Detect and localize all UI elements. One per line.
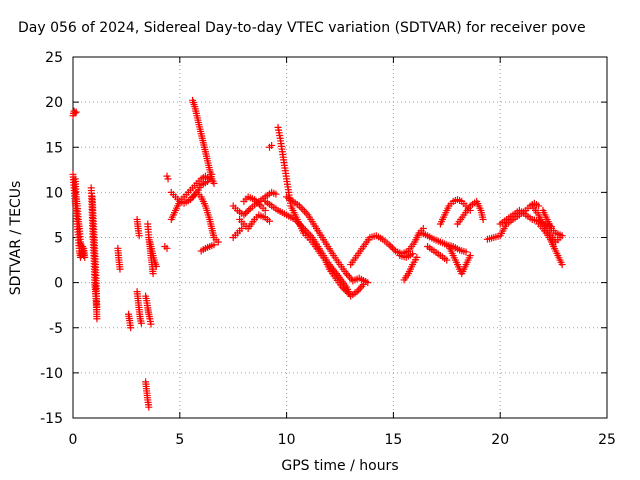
data-point-marker [252, 197, 260, 205]
data-point-marker [152, 262, 160, 270]
data-point-marker [462, 248, 470, 256]
data-point-marker [214, 238, 222, 246]
data-point-marker [127, 324, 135, 332]
data-point-marker [93, 306, 101, 314]
y-tick-label: 15 [45, 140, 63, 156]
data-point-marker [149, 270, 157, 278]
data-point-marker [245, 206, 253, 214]
data-point-marker [558, 232, 566, 240]
data-point-marker [238, 224, 246, 232]
x-tick-label: 15 [384, 432, 402, 448]
data-point-marker [272, 190, 280, 198]
x-tick-label: 25 [598, 432, 616, 448]
data-point-marker [302, 209, 310, 217]
chart-title: Day 056 of 2024, Sidereal Day-to-day VTE… [18, 20, 586, 36]
x-tick-label: 0 [69, 432, 78, 448]
data-point-marker [301, 207, 309, 215]
data-point-marker [443, 256, 451, 264]
data-point-marker [344, 271, 352, 279]
data-point-marker [261, 206, 269, 214]
y-tick-label: -15 [40, 411, 63, 427]
grid-lines [73, 57, 607, 418]
data-point-marker [164, 175, 172, 183]
data-point-marker [297, 204, 305, 212]
data-point-marker [251, 196, 259, 204]
data-point-marker [358, 282, 366, 290]
data-point-marker [116, 265, 124, 273]
data-point-marker [81, 253, 89, 261]
data-point-marker [135, 232, 143, 240]
y-axis-label: SDTVAR / TECUs [8, 181, 24, 296]
data-point-marker [479, 215, 487, 223]
data-point-marker [558, 261, 566, 269]
data-point-marker [266, 217, 274, 225]
x-tick-label: 20 [491, 432, 509, 448]
data-point-marker [390, 245, 398, 253]
data-point-marker [303, 228, 311, 236]
data-point-marker [299, 206, 307, 214]
y-tick-label: 5 [54, 231, 63, 247]
y-tick-label: 0 [54, 276, 63, 292]
data-point-marker [364, 279, 372, 287]
data-point-marker [409, 250, 417, 258]
y-tick-label: 10 [45, 185, 63, 201]
x-axis-label: GPS time / hours [281, 458, 398, 474]
y-tick-label: 25 [45, 50, 63, 66]
data-point-marker [535, 202, 543, 210]
data-point-marker [243, 208, 251, 216]
data-point-marker [71, 109, 79, 117]
data-point-marker [254, 199, 262, 207]
data-point-marker [385, 241, 393, 249]
data-point-marker [268, 141, 276, 149]
data-point-marker [240, 211, 248, 219]
data-point-marker [355, 286, 363, 294]
data-point-marker [163, 244, 171, 252]
data-point-marker [466, 252, 474, 260]
data-point-marker [210, 179, 218, 187]
data-point-marker [241, 209, 249, 217]
data-series [69, 96, 566, 411]
x-tick-label: 10 [278, 432, 296, 448]
data-point-marker [388, 244, 396, 252]
data-point-marker [255, 200, 263, 208]
data-point-marker [413, 253, 421, 261]
data-point-marker [356, 284, 364, 292]
data-point-marker [147, 320, 155, 328]
data-point-marker [145, 403, 153, 411]
data-point-marker [190, 192, 198, 200]
data-point-marker [72, 108, 80, 116]
data-point-marker [387, 242, 395, 250]
axis-ticks: 0 5 10 15 20 25 -15 -10 -5 0 5 10 15 20 25 [40, 50, 616, 448]
y-tick-label: 20 [45, 95, 63, 111]
data-point-marker [137, 319, 145, 327]
y-tick-label: -5 [49, 321, 63, 337]
x-tick-label: 5 [175, 432, 184, 448]
data-point-marker [93, 315, 101, 323]
data-point-marker [210, 241, 218, 249]
y-tick-label: -10 [40, 366, 63, 382]
